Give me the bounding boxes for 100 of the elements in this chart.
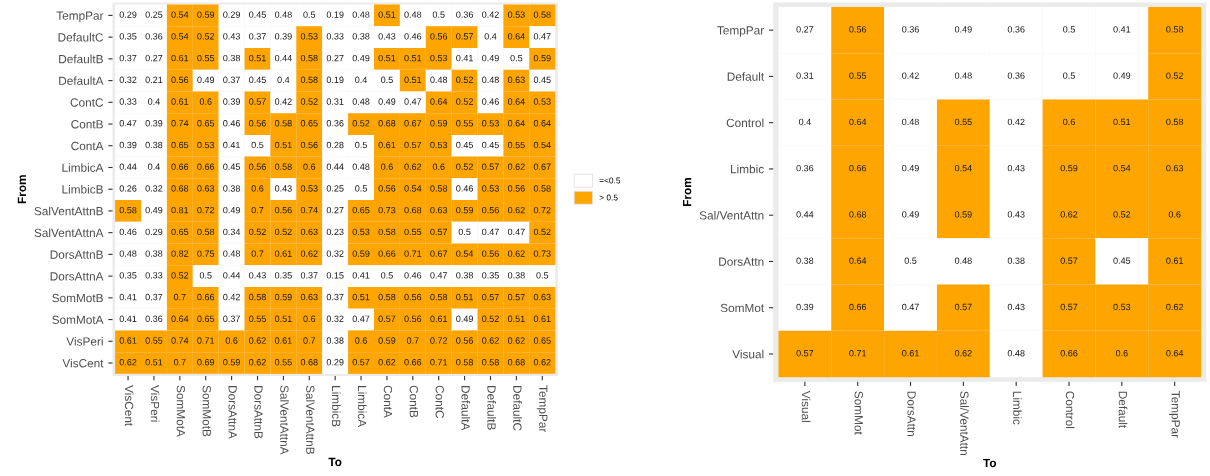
data-label: 0.15	[326, 272, 344, 279]
data-label: 0.61	[902, 350, 919, 357]
data-label: 0.56	[404, 293, 422, 301]
data-label: 0.58	[274, 163, 292, 170]
data-label: 0.42	[274, 98, 292, 105]
data-label: 0.53	[430, 54, 448, 62]
data-label: 0.56	[274, 206, 292, 214]
data-label: 0.62	[482, 337, 499, 344]
data-label: 0.51	[507, 315, 525, 322]
data-label: 0.55	[954, 118, 972, 126]
data-label: 0.7	[173, 293, 186, 301]
data-label: 0.27	[796, 26, 814, 33]
data-label: 0.49	[197, 76, 215, 84]
data-label: 0.49	[352, 54, 370, 62]
data-label: 0.33	[145, 272, 163, 279]
data-label: 0.65	[171, 228, 189, 236]
data-label: 0.5	[510, 54, 523, 62]
data-label: 0.62	[507, 163, 525, 170]
data-label: 0.61	[119, 337, 137, 344]
data-label: 0.68	[404, 206, 422, 214]
data-label: 0.38	[456, 272, 474, 279]
y-tick-label: LimbicB	[62, 184, 103, 194]
data-label: 0.4	[355, 76, 368, 84]
data-label: 0.58	[482, 359, 499, 366]
data-label: 0.35	[274, 272, 292, 279]
data-label: 0.54	[171, 33, 189, 40]
data-label: 0.55	[274, 359, 292, 366]
data-label: 0.47	[430, 272, 448, 279]
data-label: 0.49	[902, 211, 919, 218]
data-label: 0.51	[352, 293, 370, 301]
data-label: 0.44	[326, 163, 344, 170]
data-label: 0.56	[456, 337, 473, 344]
data-label: 0.37	[119, 54, 137, 62]
data-label: 0.61	[533, 315, 551, 322]
data-label: 0.55	[249, 315, 266, 322]
data-label: 0.58	[119, 206, 137, 214]
data-label: 0.48	[404, 11, 422, 18]
data-label: 0.62	[1166, 303, 1184, 311]
data-label: 0.38	[145, 141, 163, 149]
data-label: 0.49	[456, 315, 473, 322]
data-label: 0.62	[378, 359, 396, 366]
data-label: 0.37	[223, 315, 240, 322]
data-label: 0.43	[274, 185, 292, 192]
data-label: 0.64	[849, 257, 867, 264]
data-label: 0.59	[430, 120, 448, 127]
data-label: 0.51	[274, 141, 292, 149]
data-label: 0.58	[533, 11, 551, 18]
data-label: 0.54	[533, 141, 551, 149]
data-label: 0.41	[456, 54, 473, 62]
data-label: 0.53	[300, 185, 318, 192]
y-tick-label: ContC	[70, 98, 104, 107]
data-label: 0.58	[197, 228, 215, 236]
data-label: 0.46	[456, 185, 473, 192]
data-label: 0.52	[300, 98, 318, 105]
data-label: 0.61	[430, 315, 448, 322]
data-label: 0.48	[352, 11, 370, 18]
data-label: 0.59	[954, 211, 972, 218]
y-tick-label: DefaultA	[59, 76, 104, 85]
data-label: 0.47	[119, 120, 137, 127]
x-tick-label: VisCent	[124, 385, 134, 427]
data-label: 0.53	[507, 11, 525, 18]
data-label: 0.59	[1060, 164, 1078, 172]
data-label: 0.39	[145, 120, 163, 127]
x-tick-label: Sal/VentAttn	[960, 391, 969, 455]
data-label: 0.36	[1007, 72, 1025, 79]
data-label: 0.47	[404, 98, 422, 105]
data-label: 0.49	[902, 164, 919, 172]
data-label: 0.44	[796, 211, 814, 218]
data-label: 0.57	[954, 303, 972, 311]
data-label: 0.62	[507, 337, 525, 344]
x-tick-label: SomMotA	[176, 385, 186, 437]
data-label: 0.52	[482, 315, 499, 322]
data-label: 0.42	[482, 11, 499, 18]
data-label: 0.53	[533, 98, 551, 105]
data-label: 0.58	[430, 293, 448, 301]
data-label: 0.38	[326, 337, 344, 344]
data-label: 0.27	[326, 206, 344, 214]
data-label: 0.38	[352, 33, 370, 40]
y-tick-label: DefaultB	[59, 54, 103, 64]
data-label: 0.63	[197, 185, 215, 192]
data-label: 0.43	[223, 33, 241, 40]
data-label: 0.5	[303, 11, 316, 18]
data-label: 0.63	[300, 228, 318, 236]
data-label: 0.51	[274, 315, 292, 322]
data-label: 0.51	[1113, 118, 1131, 126]
data-label: 0.65	[352, 206, 370, 214]
data-label: 0.59	[223, 359, 240, 366]
y-tick-label: TempPar	[717, 26, 764, 37]
data-label: 0.64	[507, 33, 525, 40]
data-label: 0.5	[355, 141, 367, 149]
data-label: 0.44	[274, 54, 292, 62]
data-label: 0.6	[355, 337, 367, 344]
data-label: 0.64	[507, 120, 525, 127]
data-label: 0.64	[1166, 350, 1184, 357]
data-label: 0.43	[1007, 211, 1025, 218]
data-label: 0.36	[902, 26, 919, 33]
data-label: 0.56	[482, 250, 499, 257]
data-label: 0.56	[171, 76, 189, 84]
data-label: 0.66	[849, 164, 867, 172]
data-label: 0.51	[145, 359, 163, 366]
